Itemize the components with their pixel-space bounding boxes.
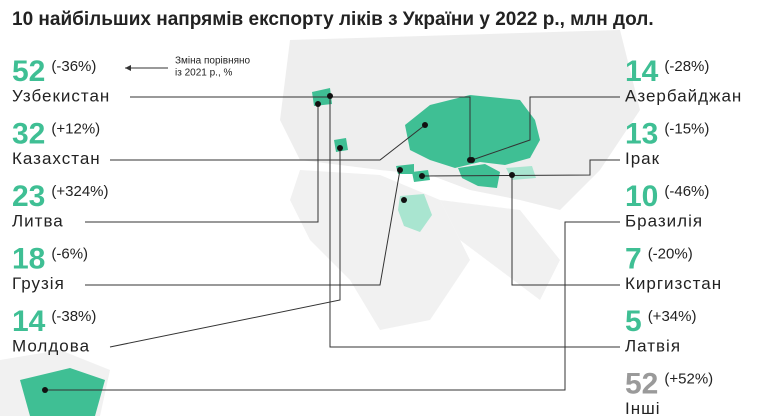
- export-value: 52: [625, 367, 658, 400]
- export-value: 7: [625, 242, 642, 275]
- entries: 52 (-36%) Узбекистан 32 (+12%) Казахстан 23 (+3…: [12, 55, 742, 416]
- country-name: Інші: [625, 399, 661, 416]
- country-name: Латвія: [625, 336, 681, 355]
- export-value: 14: [12, 305, 46, 338]
- country-name: Киргизстан: [625, 274, 722, 293]
- country-name: Узбекистан: [12, 86, 110, 105]
- country-name: Казахстан: [12, 149, 101, 168]
- export-value: 13: [625, 117, 658, 150]
- change-label: (-36%): [51, 58, 96, 75]
- change-label: (-15%): [664, 120, 709, 137]
- change-label: (-38%): [51, 308, 96, 325]
- change-label: (+34%): [648, 308, 697, 325]
- change-label: (+52%): [664, 370, 713, 387]
- export-value: 52: [12, 55, 45, 88]
- export-value: 18: [12, 242, 45, 275]
- export-value: 23: [12, 180, 45, 213]
- country-name: Молдова: [12, 336, 90, 355]
- legend-note: Зміна порівняно: [175, 56, 251, 67]
- country-name: Ірак: [625, 149, 660, 168]
- export-value: 5: [625, 305, 642, 338]
- change-label: (-28%): [664, 58, 709, 75]
- country-name: Грузія: [12, 274, 65, 293]
- export-value: 14: [625, 55, 659, 88]
- world-map: [0, 30, 640, 416]
- change-label: (-6%): [51, 245, 88, 262]
- connectors: [42, 65, 620, 393]
- export-value: 32: [12, 117, 45, 150]
- export-value: 10: [625, 180, 658, 213]
- country-name: Азербайджан: [625, 86, 742, 105]
- change-label: (-20%): [648, 245, 693, 262]
- change-label: (-46%): [664, 183, 709, 200]
- country-name: Литва: [12, 211, 64, 230]
- country-name: Бразилія: [625, 211, 703, 230]
- title: 10 найбільших напрямів експорту ліків з …: [12, 9, 654, 30]
- change-label: (+12%): [51, 120, 100, 137]
- legend-note: із 2021 р., %: [175, 68, 233, 79]
- change-label: (+324%): [51, 183, 108, 200]
